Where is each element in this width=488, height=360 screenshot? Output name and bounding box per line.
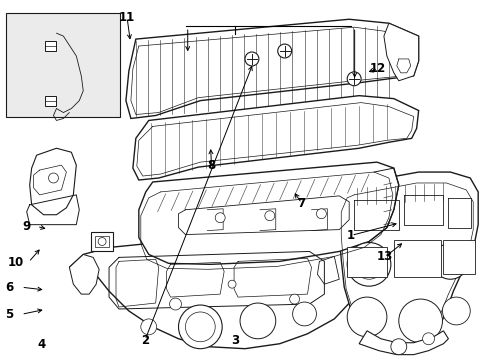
Text: 5: 5 [5,308,14,321]
Circle shape [390,339,406,355]
Circle shape [442,297,469,325]
Polygon shape [358,331,447,355]
Polygon shape [133,96,418,180]
Circle shape [169,298,181,310]
Circle shape [264,211,274,221]
Circle shape [432,243,468,279]
Circle shape [141,319,156,335]
Circle shape [398,299,442,343]
Polygon shape [30,148,76,215]
Bar [393,239,441,277]
Text: 2: 2 [141,333,149,347]
Circle shape [289,294,299,304]
Polygon shape [69,238,356,349]
Bar [443,239,474,274]
Text: 8: 8 [207,159,215,172]
Circle shape [98,238,106,246]
Circle shape [353,249,383,279]
Text: 1: 1 [346,229,355,242]
Bar [91,231,113,251]
Text: 6: 6 [5,281,14,294]
Circle shape [346,243,390,286]
Circle shape [422,333,434,345]
Text: 13: 13 [376,250,392,263]
Polygon shape [69,255,99,294]
Bar [346,247,386,277]
Bar [44,41,56,51]
Circle shape [346,297,386,337]
Circle shape [48,173,59,183]
Text: 11: 11 [119,11,135,24]
Text: 10: 10 [7,256,23,269]
Text: 4: 4 [38,338,46,351]
Text: 7: 7 [297,197,305,210]
Polygon shape [383,23,418,81]
Circle shape [244,52,258,66]
Circle shape [228,280,236,288]
Circle shape [277,44,291,58]
Circle shape [185,312,215,342]
Text: 9: 9 [22,220,30,233]
Polygon shape [139,162,398,264]
Circle shape [292,302,316,326]
Text: 3: 3 [230,333,238,347]
Circle shape [178,305,222,349]
Circle shape [346,72,360,86]
Bar [6,13,120,117]
Polygon shape [126,19,418,118]
Circle shape [316,209,325,219]
Circle shape [215,213,224,223]
Polygon shape [339,172,477,354]
Circle shape [240,303,275,339]
Bar [44,96,56,105]
Bar [95,235,109,247]
Text: 12: 12 [369,62,385,75]
